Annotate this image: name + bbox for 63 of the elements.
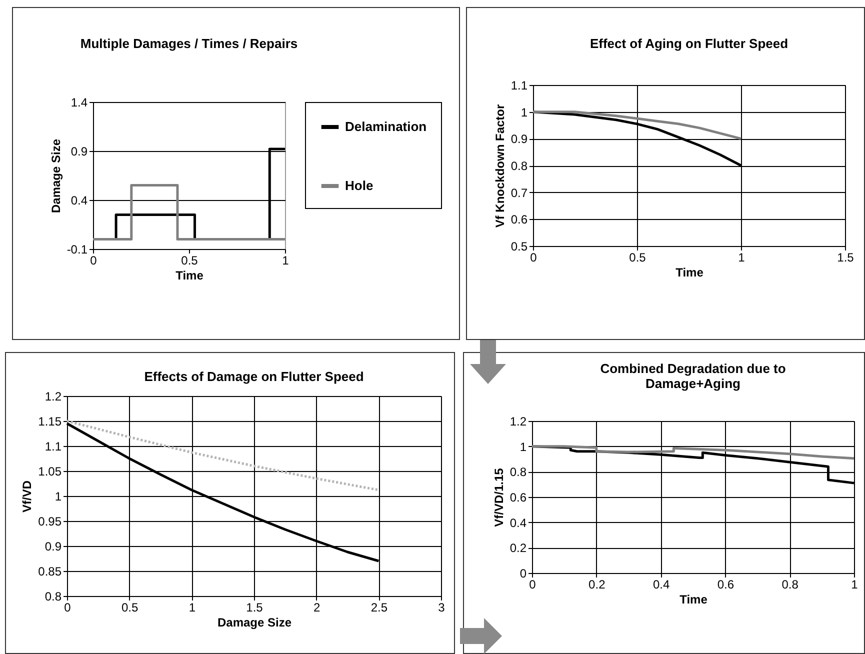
x-tick-label: 0 — [529, 578, 536, 592]
y-tick-label: 1.15 — [38, 414, 62, 428]
y-tick-label: 1 — [54, 490, 62, 504]
x-tick-label: 1.5 — [246, 600, 264, 614]
x-tick-label: 0 — [530, 250, 538, 264]
chart-title: Multiple Damages / Times / Repairs — [80, 36, 298, 51]
x-axis-title: Time — [680, 592, 708, 606]
y-tick-label: 1.1 — [44, 440, 62, 454]
y-axis-title: Vf/VD — [20, 480, 34, 513]
chart-title: Effect of Aging on Flutter Speed — [590, 36, 788, 51]
legend-label: Hole — [345, 178, 374, 193]
y-tick-label: 1.2 — [510, 414, 527, 428]
x-tick-label: 1 — [738, 250, 746, 264]
y-tick-label: 0.95 — [38, 514, 62, 528]
x-axis-title: Time — [176, 268, 204, 282]
x-tick-label: 0.4 — [652, 578, 670, 592]
x-tick-label: 0.5 — [121, 600, 138, 614]
y-tick-label: 0.6 — [510, 490, 527, 504]
y-tick-label: 0.8 — [510, 159, 528, 173]
y-tick-label: 0 — [520, 566, 527, 580]
x-tick-label: 2.5 — [370, 600, 388, 614]
chart-title: Effects of Damage on Flutter Speed — [144, 369, 364, 384]
x-axis-title: Time — [676, 266, 704, 280]
x-tick-label: 0 — [90, 254, 98, 268]
y-tick-label: 0.9 — [70, 144, 88, 158]
y-axis-title: Vf/VD/1.15 — [492, 468, 506, 527]
y-tick-label: 1.05 — [38, 464, 62, 478]
y-tick-label: 0.8 — [44, 590, 62, 604]
x-tick-label: 1 — [188, 600, 196, 614]
legend-label: Delamination — [345, 119, 427, 134]
y-axis-title: Vf Knockdown Factor — [492, 104, 507, 228]
y-tick-label: 0.9 — [44, 540, 62, 554]
x-axis-title: Damage Size — [217, 616, 292, 630]
y-tick-label: 1.2 — [44, 390, 62, 404]
x-tick-label: 0.2 — [588, 578, 606, 592]
y-tick-label: 1.4 — [70, 96, 88, 110]
y-tick-label: 0.4 — [70, 194, 88, 208]
y-tick-label: 0.4 — [510, 516, 527, 530]
y-axis-title: Damage Size — [48, 138, 63, 214]
y-tick-label: 1 — [520, 105, 528, 120]
y-tick-label: 0.7 — [510, 186, 528, 200]
x-tick-label: 0.6 — [717, 578, 734, 592]
x-tick-label: 1 — [282, 254, 290, 268]
line-series — [532, 110, 742, 140]
x-tick-label: 0.5 — [629, 250, 646, 264]
x-tick-label: 0.5 — [181, 254, 198, 268]
x-tick-label: 1.5 — [837, 250, 854, 264]
chart-title: Combined Degradation due to Damage+Aging — [600, 361, 786, 391]
x-tick-label: 0.8 — [782, 578, 799, 592]
y-tick-label: 1 — [520, 440, 527, 454]
y-tick-label: 0.85 — [38, 564, 62, 578]
y-tick-label: 0.2 — [510, 541, 527, 556]
x-tick-label: 3 — [438, 600, 446, 614]
y-tick-label: 1.1 — [510, 78, 528, 92]
y-tick-label: 0.6 — [510, 212, 528, 227]
line-series — [530, 445, 856, 460]
y-tick-label: -0.1 — [66, 242, 88, 256]
y-tick-label: 0.9 — [510, 132, 528, 146]
x-tick-label: 1 — [851, 578, 858, 592]
y-tick-label: 0.5 — [510, 240, 528, 254]
line-series — [66, 420, 380, 492]
x-tick-label: 2 — [313, 600, 320, 614]
y-tick-label: 0.8 — [510, 465, 527, 480]
